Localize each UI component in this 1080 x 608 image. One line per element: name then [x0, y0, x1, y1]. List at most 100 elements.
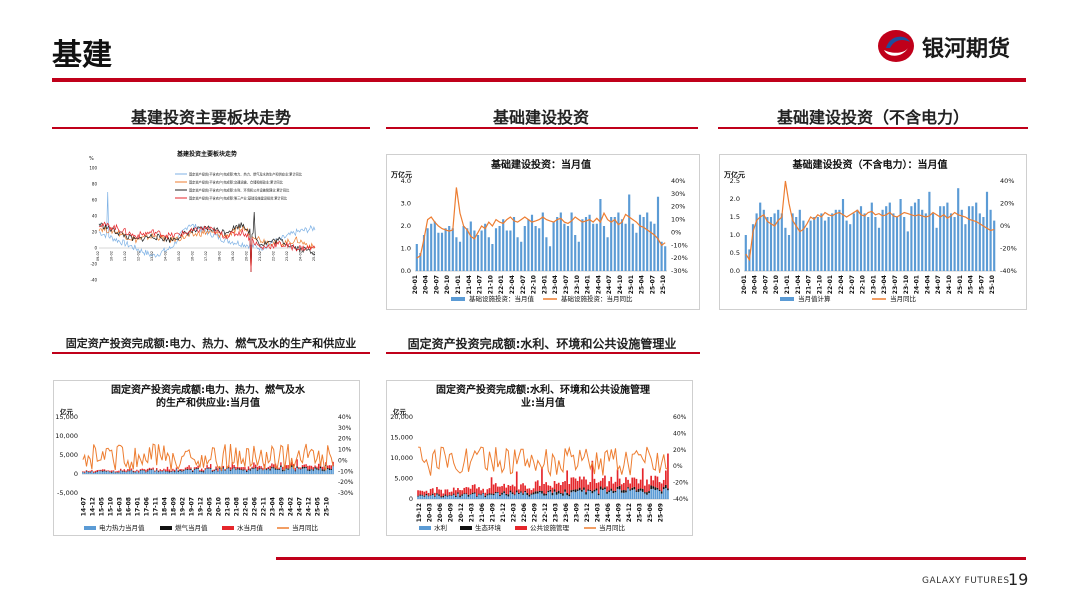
- bar: [545, 495, 547, 499]
- bar: [599, 480, 602, 487]
- bar: [85, 471, 88, 474]
- bar: [646, 494, 648, 499]
- bar: [967, 206, 971, 271]
- bar: [419, 495, 421, 499]
- x-tick-label: 22-04: [838, 275, 845, 294]
- bar: [296, 459, 298, 467]
- x-tick-label: 21-03: [469, 503, 476, 522]
- x-tick-label: 25-10: [660, 275, 667, 294]
- bar: [303, 464, 306, 468]
- bar: [98, 469, 100, 471]
- bar: [292, 464, 295, 466]
- y2-tick-label: 30%: [671, 190, 685, 198]
- bar: [513, 494, 516, 496]
- bar: [163, 470, 165, 474]
- bar: [644, 493, 646, 499]
- bar: [119, 470, 122, 471]
- bar: [502, 219, 505, 271]
- bar: [556, 217, 559, 271]
- x-tick-label: 24-10: [946, 275, 953, 294]
- bar: [534, 481, 537, 492]
- bar: [568, 484, 571, 495]
- bar: [195, 468, 198, 469]
- y2-tick-label: 0%: [671, 228, 681, 236]
- bar: [260, 466, 262, 469]
- bar: [422, 235, 426, 271]
- bar: [100, 469, 102, 471]
- bar: [197, 465, 199, 469]
- bar: [457, 488, 459, 493]
- bar: [462, 226, 465, 271]
- bar: [667, 453, 669, 489]
- bar: [114, 472, 117, 474]
- bar: [236, 468, 239, 470]
- bar: [136, 469, 138, 471]
- bar: [276, 468, 279, 470]
- bar: [595, 223, 598, 271]
- bar: [217, 470, 219, 472]
- bar: [978, 213, 981, 271]
- bar: [217, 468, 219, 471]
- bar: [92, 473, 95, 474]
- bar: [190, 467, 192, 469]
- legend-label: 电力热力当月值: [99, 523, 145, 532]
- bar: [148, 469, 151, 471]
- bar: [170, 470, 172, 472]
- bar: [290, 462, 293, 466]
- bar: [222, 467, 225, 469]
- bar: [465, 494, 468, 499]
- bar: [281, 469, 284, 472]
- bar: [953, 217, 956, 271]
- bar: [427, 495, 430, 497]
- bar: [516, 237, 519, 271]
- x-tick-label: 21-06: [479, 503, 486, 522]
- bar: [323, 471, 325, 474]
- y2-tick-label: 0%: [1000, 222, 1010, 230]
- bar: [528, 488, 531, 495]
- bar: [123, 471, 126, 472]
- bar: [434, 495, 436, 497]
- bar: [184, 469, 187, 474]
- bar: [484, 223, 487, 271]
- bar: [520, 491, 522, 493]
- bar: [197, 468, 199, 474]
- bar: [121, 471, 124, 474]
- bar: [499, 486, 501, 495]
- bar: [465, 493, 468, 495]
- bar: [547, 485, 550, 491]
- bar: [251, 467, 253, 469]
- bar: [618, 485, 621, 490]
- chart-title: 基础建设投资（不含电力）：当月值: [792, 158, 948, 171]
- bar: [285, 468, 288, 469]
- bar: [560, 485, 562, 493]
- x-tick-label: 25-02: [312, 251, 316, 261]
- bar: [482, 492, 484, 494]
- bar: [581, 219, 584, 271]
- bar: [536, 480, 539, 492]
- bar: [285, 465, 288, 469]
- bar: [287, 469, 289, 474]
- bar: [798, 209, 801, 271]
- bar: [562, 495, 564, 499]
- bar: [204, 469, 207, 474]
- bar: [899, 199, 902, 271]
- y2-tick-label: -20%: [671, 254, 688, 262]
- y2-tick-label: -30%: [671, 267, 688, 275]
- bar: [639, 490, 642, 499]
- bar: [637, 491, 640, 499]
- bar: [296, 467, 298, 474]
- bar: [591, 490, 594, 494]
- y2-tick-label: 40%: [1000, 177, 1014, 185]
- bar: [280, 462, 282, 466]
- bar: [658, 490, 661, 499]
- x-tick-label: 22-03: [511, 503, 518, 522]
- bar: [206, 468, 208, 474]
- y-tick-label: 5,000: [59, 451, 78, 459]
- bar: [625, 477, 627, 491]
- bar: [213, 469, 216, 471]
- bar: [146, 471, 149, 474]
- bar: [429, 495, 432, 496]
- bar: [421, 495, 424, 499]
- bar: [606, 491, 608, 494]
- bar: [633, 486, 636, 490]
